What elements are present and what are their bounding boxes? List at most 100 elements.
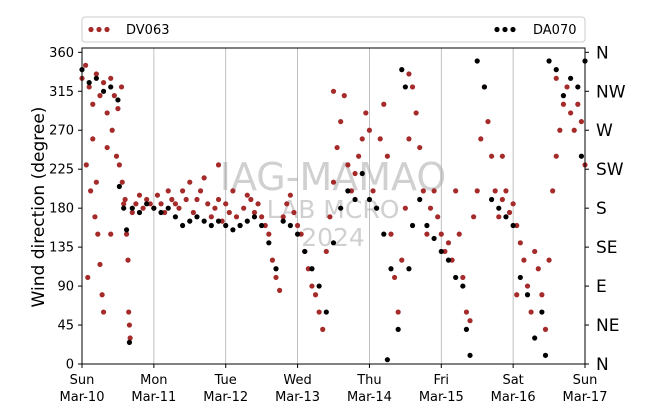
- point-dv063-5: [97, 93, 103, 99]
- point-dv063-46: [176, 205, 182, 211]
- point-dv063-138: [506, 209, 513, 216]
- point-da070-34: [302, 248, 308, 255]
- point-da070-68: [517, 274, 523, 281]
- point-da070-3: [100, 88, 107, 94]
- point-dv063-142: [521, 257, 527, 263]
- point-dv063-122: [449, 257, 455, 263]
- compass-label-7: NW: [596, 82, 626, 102]
- point-da070-27: [251, 214, 258, 220]
- point-dv063-2: [86, 84, 92, 90]
- point-da070-31: [280, 218, 286, 224]
- point-dv063-41: [158, 201, 164, 207]
- x-tick-date-1: Mar-11: [131, 390, 176, 405]
- point-dv063-83: [309, 283, 315, 289]
- point-dv063-135: [496, 214, 502, 220]
- point-dv063-108: [399, 257, 405, 263]
- point-dv063-158: [578, 118, 585, 125]
- point-da070-55: [431, 235, 437, 242]
- point-dv063-87: [323, 248, 329, 255]
- point-dv063-97: [359, 136, 365, 142]
- x-tick-date-2: Mar-12: [203, 390, 248, 405]
- point-dv063-53: [201, 175, 207, 181]
- point-dv063-65: [244, 192, 250, 198]
- x-tick-day-7: Sun: [573, 373, 598, 388]
- point-dv063-69: [259, 214, 265, 220]
- point-da070-17: [180, 222, 186, 229]
- point-dv063-129: [474, 188, 480, 194]
- point-dv063-118: [435, 214, 441, 220]
- point-dv063-73: [273, 274, 279, 281]
- point-da070-51: [406, 266, 412, 272]
- y-axis-ticks: 0 45 90 135 180 225 270 315 360: [49, 46, 82, 373]
- point-dv063-161: [108, 231, 114, 237]
- point-dv063-113: [417, 144, 423, 151]
- y-tick-label-0: 0: [66, 358, 74, 373]
- point-dv063-121: [445, 240, 452, 246]
- point-dv063-123: [453, 188, 459, 194]
- point-da070-38: [330, 240, 337, 246]
- point-da070-37: [323, 309, 329, 315]
- point-dv063-17: [99, 292, 105, 298]
- point-da070-53: [417, 196, 423, 203]
- point-da070-72: [542, 352, 549, 358]
- y-tick-label-6: 270: [49, 124, 74, 139]
- point-da070-42: [359, 170, 365, 177]
- point-dv063-22: [109, 127, 115, 133]
- point-dv063-44: [169, 196, 175, 203]
- point-dv063-141: [517, 240, 523, 246]
- watermark-line-1: IAG-MAMAO: [220, 155, 447, 199]
- y-tick-label-8: 360: [49, 46, 74, 61]
- point-dv063-66: [248, 196, 254, 203]
- point-dv063-27: [122, 196, 128, 203]
- x-tick-day-2: Tue: [214, 373, 237, 388]
- x-tick-date-7: Mar-17: [563, 390, 608, 405]
- point-da070-70: [532, 335, 538, 341]
- point-da070-6: [116, 183, 122, 190]
- point-dv063-82: [305, 266, 311, 272]
- point-dv063-3: [90, 101, 96, 107]
- point-da070-67: [510, 222, 516, 229]
- point-dv063-107: [395, 309, 401, 315]
- point-dv063-72: [269, 257, 276, 263]
- point-dv063-18: [100, 309, 107, 315]
- point-dv063-28: [123, 231, 130, 237]
- point-da070-30: [273, 266, 279, 272]
- point-dv063-13: [88, 188, 94, 194]
- x-tick-day-1: Mon: [140, 373, 167, 388]
- point-da070-50: [402, 84, 408, 90]
- point-dv063-105: [388, 231, 394, 237]
- x-tick-day-5: Fri: [434, 373, 450, 388]
- point-da070-56: [438, 248, 444, 255]
- x-tick-day-3: Wed: [283, 373, 311, 388]
- compass-label-5: SW: [596, 160, 624, 180]
- point-dv063-137: [503, 188, 509, 194]
- point-da070-25: [237, 222, 243, 229]
- point-dv063-38: [147, 201, 153, 207]
- point-da070-13: [151, 205, 157, 211]
- point-da070-57: [445, 257, 452, 263]
- point-dv063-32: [127, 335, 133, 341]
- watermark: IAG-MAMAO LAB MCRO 2024: [220, 155, 447, 252]
- y-tick-label-4: 180: [49, 202, 74, 217]
- point-dv063-167: [514, 292, 520, 298]
- point-dv063-152: [557, 127, 563, 133]
- y-axis-title: Wind direction (degree): [29, 107, 49, 308]
- point-dv063-156: [571, 127, 577, 133]
- point-da070-15: [165, 205, 171, 211]
- point-da070-45: [381, 231, 387, 237]
- point-dv063-92: [341, 93, 347, 99]
- point-dv063-12: [83, 162, 89, 168]
- point-dv063-11: [118, 84, 125, 90]
- point-da070-64: [488, 196, 495, 203]
- point-da070-54: [424, 222, 430, 229]
- x-tick-date-3: Mar-13: [275, 390, 320, 405]
- point-dv063-7: [104, 110, 110, 116]
- point-dv063-115: [424, 231, 430, 237]
- point-dv063-56: [212, 205, 218, 211]
- point-dv063-89: [330, 179, 337, 185]
- point-da070-58: [453, 274, 459, 281]
- compass-label-0: N: [596, 355, 609, 375]
- point-dv063-1: [82, 62, 89, 68]
- point-dv063-86: [320, 326, 326, 332]
